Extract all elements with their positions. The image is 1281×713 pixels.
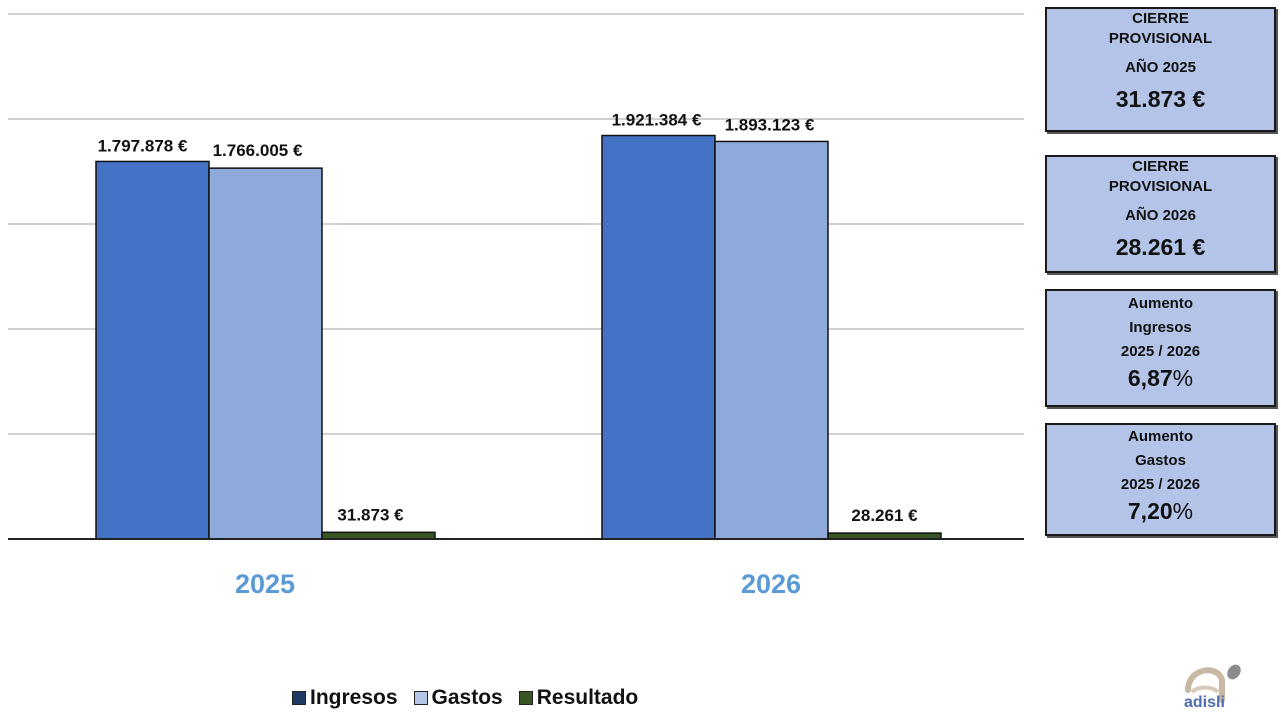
bar-ingresos-2026 <box>601 134 716 540</box>
info-box-value: 7,20% <box>1047 497 1274 525</box>
info-box-line: Aumento <box>1128 295 1193 312</box>
data-label-gastos-2026: 1.893.123 € <box>725 115 815 134</box>
chart-legend: Ingresos Gastos Resultado <box>292 686 654 710</box>
info-box-value-number: 28.261 <box>1115 234 1187 260</box>
category-label-2025: 2025 <box>235 569 295 599</box>
info-box-line: PROVISIONAL <box>1108 178 1213 195</box>
data-label-resultado-2025: 31.873 € <box>337 505 404 524</box>
info-box-line: AÑO 2025 <box>1125 59 1196 76</box>
info-box-value-unit: % <box>1172 365 1194 391</box>
info-box-cierre-2026: CIERRE PROVISIONAL AÑO 2026 28.261 € <box>1045 155 1276 273</box>
info-box-value: 31.873 € <box>1047 85 1274 113</box>
info-box-value-unit: % <box>1172 498 1194 524</box>
legend-label: Gastos <box>431 686 503 709</box>
category-label-2026: 2026 <box>741 569 801 599</box>
info-box-line: PROVISIONAL <box>1108 30 1213 47</box>
info-box-line: AÑO 2026 <box>1125 207 1196 224</box>
data-label-ingresos-2026: 1.921.384 € <box>612 111 702 130</box>
info-box-aumento-gastos: Aumento Gastos 2025 / 2026 7,20% <box>1045 423 1276 536</box>
adisli-logo: adisli <box>1178 660 1248 711</box>
data-label-resultado-2026: 28.261 € <box>851 506 918 525</box>
legend-item-resultado: Resultado <box>518 686 639 710</box>
legend-swatch <box>292 691 306 705</box>
logo-text: adisli <box>1184 694 1225 708</box>
adisli-logo-icon: adisli <box>1184 664 1241 711</box>
legend-swatch <box>518 691 533 705</box>
info-box-value-unit: € <box>1192 234 1206 260</box>
legend-item-gastos: Gastos <box>413 686 503 710</box>
info-box-value: 6,87% <box>1047 364 1274 392</box>
bar-resultado-2025 <box>321 531 436 540</box>
info-box-line: Gastos <box>1135 452 1186 469</box>
data-label-ingresos-2025: 1.797.878 € <box>98 136 188 155</box>
info-box-line: CIERRE <box>1132 10 1189 27</box>
bar-gastos-2025 <box>208 167 323 540</box>
legend-label: Ingresos <box>310 686 398 709</box>
info-box-line: 2025 / 2026 <box>1120 476 1201 493</box>
info-box-line: Aumento <box>1128 428 1193 445</box>
info-box-aumento-ingresos: Aumento Ingresos 2025 / 2026 6,87% <box>1045 289 1276 407</box>
info-box-line: Ingresos <box>1129 319 1192 336</box>
bar-chart: 1.797.878 € 1.921.384 € 1.766.005 € 1.893.1… <box>8 13 1024 599</box>
data-label-gastos-2025: 1.766.005 € <box>213 141 303 160</box>
legend-swatch <box>413 691 428 705</box>
info-box-value-number: 31.873 <box>1115 86 1187 112</box>
bar-gastos-2026 <box>714 140 829 540</box>
info-box-value-number: 6,87 <box>1127 365 1173 391</box>
category-labels: 2025 2026 <box>235 569 801 599</box>
legend-label: Resultado <box>536 686 639 709</box>
bars <box>95 134 942 540</box>
info-box-value-unit: € <box>1192 86 1206 112</box>
info-box-line: CIERRE <box>1132 158 1189 175</box>
info-box-cierre-2025: CIERRE PROVISIONAL AÑO 2025 31.873 € <box>1045 7 1276 132</box>
data-labels: 1.797.878 € 1.921.384 € 1.766.005 € 1.893.1… <box>98 111 919 526</box>
info-box-value-number: 7,20 <box>1127 498 1173 524</box>
legend-item-ingresos: Ingresos <box>292 686 398 710</box>
info-box-value: 28.261 € <box>1047 233 1274 261</box>
info-box-line: 2025 / 2026 <box>1120 343 1201 360</box>
bar-ingresos-2025 <box>95 160 210 540</box>
